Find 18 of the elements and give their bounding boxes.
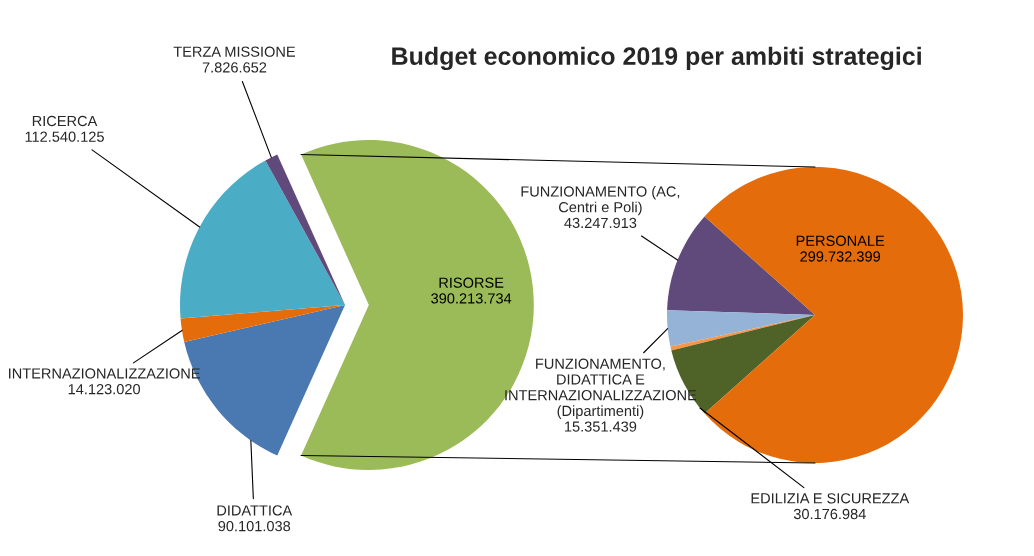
pie-slice (704, 167, 963, 463)
text: Budget economico 2019 per ambiti strategici (392, 46, 921, 71)
data-label: 390.213.734 (431, 293, 512, 304)
slice-label: TERZA MISSIONE (173, 46, 295, 57)
data-label: 299.732.399 (800, 251, 881, 262)
slice-label: DIDATTICA (217, 505, 293, 516)
data-label: 30.176.984 (793, 508, 866, 520)
data-label: 90.101.038 (218, 520, 291, 532)
data-label: 14.123.020 (68, 383, 141, 395)
slice-label: PERSONALE (796, 235, 885, 246)
data-label: 112.540.125 (25, 131, 104, 142)
data-label: 43.247.913 (564, 217, 637, 229)
slice-label: EDILIZIA E SICUREZZA (751, 493, 910, 504)
data-label: 15.351.439 (565, 421, 637, 432)
slice-label: FUNZIONAMENTO (AC, Centri e Poli) (521, 185, 680, 216)
slice-label: RICERCA (32, 115, 98, 127)
slice-label: RISORSE (439, 277, 504, 288)
data-label: 7.826.652 (202, 62, 267, 73)
